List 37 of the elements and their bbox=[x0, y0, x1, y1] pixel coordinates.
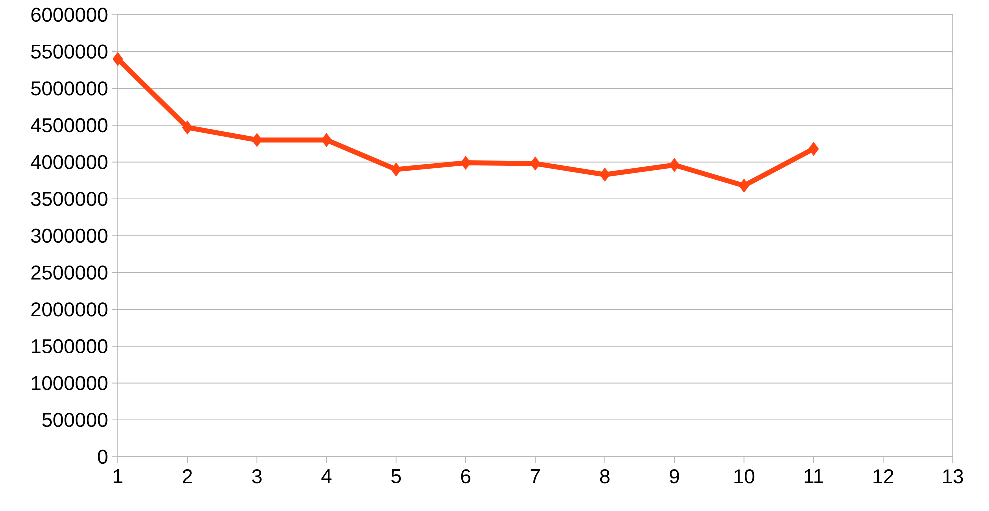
y-tick-label: 6000000 bbox=[32, 8, 108, 22]
x-tick-label: 12 bbox=[874, 470, 894, 484]
y-tick-label: 3000000 bbox=[31, 228, 108, 244]
y-tick-label: 0 bbox=[98, 450, 108, 464]
point bbox=[808, 142, 820, 156]
x-tick-label: 8 bbox=[600, 470, 610, 484]
y-tick-label: 2000000 bbox=[32, 302, 108, 317]
x-tick-label: 13 bbox=[943, 470, 964, 484]
x-tick-label: 7 bbox=[530, 470, 540, 484]
x-tick-label: 4 bbox=[322, 470, 332, 484]
point bbox=[252, 133, 262, 148]
x-tick-label: 6 bbox=[461, 470, 471, 484]
y-tick-label: 4500000 bbox=[31, 118, 108, 133]
x-tick-label: 1 bbox=[114, 470, 123, 484]
y-tick-label: 3500000 bbox=[31, 192, 108, 206]
y-tick-label: 4000000 bbox=[31, 155, 108, 170]
point bbox=[460, 156, 472, 170]
y-tick-label: 1000000 bbox=[32, 376, 108, 390]
x-tick-label: 2 bbox=[183, 470, 192, 484]
x-tick-label: 3 bbox=[252, 470, 262, 484]
point bbox=[391, 162, 402, 177]
point bbox=[600, 168, 610, 182]
point bbox=[112, 52, 124, 66]
point bbox=[182, 120, 193, 135]
point bbox=[669, 158, 680, 172]
x-tick-label: 11 bbox=[804, 470, 824, 484]
x-tick-label: 9 bbox=[670, 470, 680, 484]
y-tick-label: 1500000 bbox=[32, 339, 108, 354]
x-tick-label: 5 bbox=[392, 470, 402, 484]
point bbox=[738, 178, 750, 193]
x-tick-label: 10 bbox=[734, 470, 755, 484]
y-tick-label: 5000000 bbox=[31, 82, 108, 96]
point bbox=[530, 156, 541, 171]
y-tick-label: 500000 bbox=[42, 413, 108, 428]
point bbox=[321, 133, 332, 148]
y-tick-label: 2500000 bbox=[32, 266, 108, 280]
y-tick-label: 5500000 bbox=[31, 44, 108, 59]
